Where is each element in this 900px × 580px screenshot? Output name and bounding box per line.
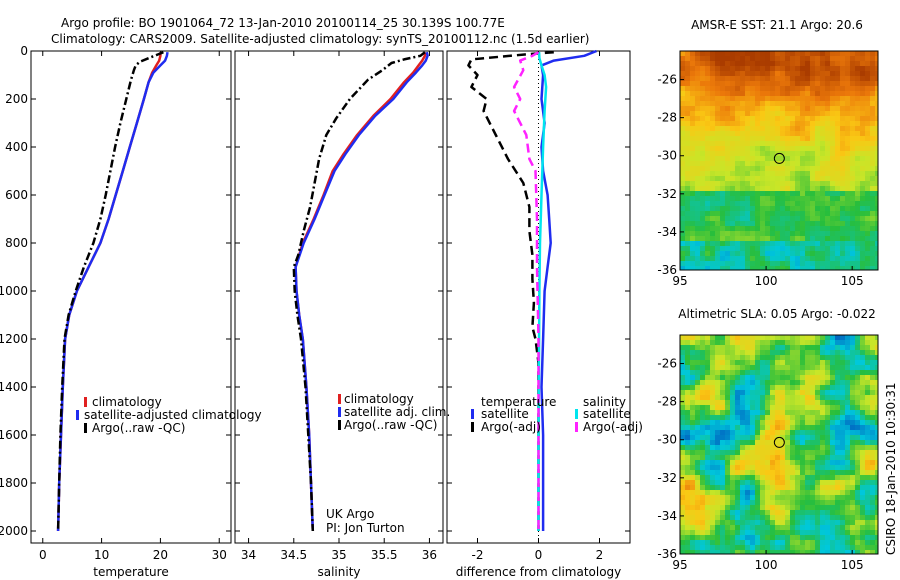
x-tick-label: 2 (596, 548, 604, 562)
map-y-tick-label: -32 (657, 187, 677, 201)
map-y-tick-label: -36 (657, 547, 677, 561)
series-line-magenta-salinity (512, 51, 540, 531)
legend-swatch-sal-satellite (575, 409, 578, 419)
map-y-tick-label: -28 (657, 395, 677, 409)
map-y-tick-label: -30 (657, 433, 677, 447)
y-tick-label: 1800 (0, 476, 28, 490)
sla-map-panel: 95 100 105 -26 -28 -30 -32 -34 -36 (657, 334, 879, 572)
x-tick-label: 30 (212, 548, 227, 562)
plot-area (234, 50, 444, 544)
sst-map-panel: 95 100 105 -26 -28 -30 -32 -34 -36 (657, 50, 879, 288)
figure-title-line2: Climatology: CARS2009. Satellite-adjuste… (51, 32, 589, 46)
x-tick-label: 35 (331, 548, 346, 562)
y-tick-label: 1000 (0, 284, 28, 298)
legend-label-climatology: climatology (92, 395, 162, 409)
map-y-tick-label: -34 (657, 509, 677, 523)
legend-label-argo-raw: Argo(..raw -QC) (92, 421, 185, 435)
series-line-blue-temperature (540, 49, 597, 531)
legend-swatch-satellite-adjusted (76, 410, 79, 420)
x-axis-label: salinity (317, 565, 360, 579)
map-y-tick-label: -28 (657, 111, 677, 125)
x-tick-label: 0 (39, 548, 47, 562)
map-y-tick-label: -34 (657, 225, 677, 239)
map-x-tick-label: 95 (672, 274, 687, 288)
map-y-tick-label: -26 (657, 73, 677, 87)
x-axis-label: difference from climatology (456, 565, 622, 579)
y-tick-label: 1200 (0, 332, 28, 346)
legend-swatch-argo-raw (84, 423, 87, 433)
series-line-black-temperature (467, 50, 554, 531)
salinity-legend: climatology satellite adj. clim. Argo(..… (338, 392, 450, 432)
series-line-red-temperature (56, 52, 162, 532)
argo-location-marker (773, 152, 785, 164)
legend-swatch-temp-argo (471, 422, 474, 432)
sla-map-title: Altimetric SLA: 0.05 Argo: -0.022 (678, 307, 875, 321)
y-tick-label: 1600 (0, 428, 28, 442)
y-tick-label: 200 (5, 92, 28, 106)
legend-swatch-climatology (84, 397, 87, 407)
csiro-timestamp-label: CSIRO 18-Jan-2010 10:30:31 (884, 383, 898, 555)
salinity-annotation-line2: PI: Jon Turton (326, 521, 405, 535)
map-frame (679, 334, 879, 555)
sst-map-title: AMSR-E SST: 21.1 Argo: 20.6 (691, 18, 863, 32)
series-line-blue-temperature (56, 51, 169, 532)
x-tick-label: 20 (153, 548, 168, 562)
map-y-tick-label: -30 (657, 149, 677, 163)
legend-swatch-temp-satellite (471, 409, 474, 419)
legend-swatch-satellite-adj (338, 407, 341, 417)
map-x-tick-label: 100 (755, 274, 778, 288)
sla-color-field (680, 335, 878, 554)
x-tick-label: 34 (241, 548, 256, 562)
legend-label-sal-satellite: satellite (583, 407, 631, 421)
map-x-tick-label: 95 (672, 558, 687, 572)
y-tick-label: 1400 (0, 380, 28, 394)
x-tick-label: 10 (94, 548, 109, 562)
legend-heading-salinity: salinity (583, 395, 626, 409)
figure-title-line1: Argo profile: BO 1901064_72 13-Jan-2010 … (61, 16, 505, 30)
map-x-tick-label: 105 (841, 558, 864, 572)
y-tick-label: 800 (5, 236, 28, 250)
series-line-black-salinity (292, 51, 426, 532)
difference-legend: temperature salinity satellite Argo(-adj… (471, 395, 643, 434)
series-line-red-salinity (294, 52, 427, 532)
map-y-tick-label: -32 (657, 471, 677, 485)
y-tick-label: 400 (5, 140, 28, 154)
legend-heading-temperature: temperature (481, 395, 556, 409)
y-tick-label: 600 (5, 188, 28, 202)
x-tick-label: 34.5 (280, 548, 307, 562)
x-tick-label: 0 (535, 548, 543, 562)
sst-color-field (680, 51, 878, 270)
salinity-annotation-line1: UK Argo (326, 507, 374, 521)
x-tick-label: 36 (422, 548, 437, 562)
difference-profile-panel: -2 0 2 difference from climatology (446, 49, 631, 579)
legend-label-satellite-adjusted: satellite-adjusted climatology (84, 408, 262, 422)
legend-label-argo-raw: Argo(..raw -QC) (344, 418, 437, 432)
x-tick-label: -2 (472, 548, 484, 562)
map-x-tick-label: 100 (755, 558, 778, 572)
legend-swatch-argo-raw (338, 420, 341, 430)
argo-location-marker (773, 436, 785, 448)
legend-label-temp-argo: Argo(-adj) (481, 420, 541, 434)
legend-label-sal-argo: Argo(-adj) (583, 420, 643, 434)
x-axis-label: temperature (93, 565, 168, 579)
map-x-tick-label: 105 (841, 274, 864, 288)
temperature-profile-panel: 0 10 20 30 0 200 400 600 800 1000 1200 1400 1600 1800… (0, 44, 232, 579)
map-frame (679, 50, 879, 271)
series-line-black-temperature (56, 51, 164, 532)
legend-label-climatology: climatology (344, 392, 414, 406)
legend-label-temp-satellite: satellite (481, 407, 529, 421)
map-y-tick-label: -26 (657, 357, 677, 371)
map-y-tick-label: -36 (657, 263, 677, 277)
legend-swatch-sal-argo (575, 422, 578, 432)
y-tick-label: 2000 (0, 524, 28, 538)
salinity-profile-panel: 34 34.5 35 35.5 36 salinity (234, 50, 444, 579)
series-line-blue-salinity (294, 51, 429, 532)
legend-label-satellite-adj: satellite adj. clim. (344, 405, 450, 419)
legend-swatch-climatology (338, 394, 341, 404)
x-tick-label: 35.5 (371, 548, 398, 562)
temperature-legend: climatology satellite-adjusted climatolo… (76, 395, 262, 435)
plot-area (30, 50, 232, 544)
y-tick-label: 0 (20, 44, 28, 58)
